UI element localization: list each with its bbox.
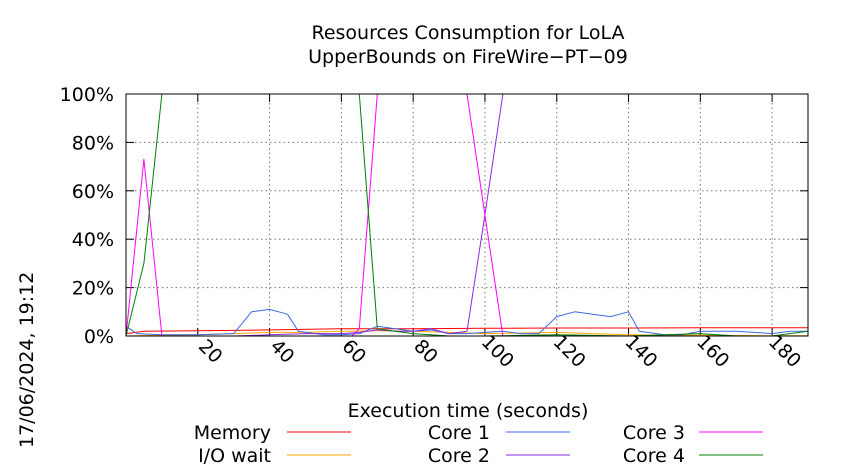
x-tick-label: 140 [620, 331, 661, 372]
legend-label: Core 1 [428, 422, 490, 444]
legend-label: Core 3 [623, 422, 685, 444]
x-tick-label: 20 [194, 335, 227, 368]
x-tick-label: 100 [477, 331, 518, 372]
x-tick-label: 40 [266, 335, 299, 368]
x-tick-label: 180 [764, 331, 805, 372]
legend-label: I/O wait [198, 445, 271, 467]
chart-title: Resources Consumption for LoLA UpperBoun… [308, 22, 628, 68]
chart-title-line-1: Resources Consumption for LoLA [311, 22, 624, 44]
series-line-core-3 [125, 93, 808, 337]
y-tick-label: 40% [72, 229, 114, 251]
series-line-core-4 [125, 93, 809, 337]
legend-item-core-1: Core 1 [428, 422, 570, 444]
series-line-memory [125, 327, 808, 335]
timestamp-label: 17/06/2024, 19:12 [16, 272, 38, 448]
legend-item-memory: Memory [194, 422, 351, 444]
grid [126, 94, 808, 336]
legend-item-core-2: Core 2 [428, 445, 570, 467]
series-lines [125, 93, 809, 337]
legend-label: Memory [194, 422, 271, 444]
x-tick-label: 120 [549, 331, 590, 372]
legend-item-i-o-wait: I/O wait [198, 445, 351, 467]
y-tick-label: 0% [84, 326, 114, 348]
chart-title-line-2: UpperBounds on FireWire−PT−09 [308, 46, 628, 68]
plot-frame [125, 93, 809, 337]
legend-label: Core 4 [623, 445, 685, 467]
x-tick-label: 160 [692, 331, 733, 372]
y-tick-label: 80% [72, 132, 114, 154]
series-line-i-o-wait [125, 330, 808, 337]
legend-label: Core 2 [428, 445, 490, 467]
y-tick-label: 60% [72, 181, 114, 203]
y-tick-label: 20% [72, 278, 114, 300]
x-tick-label: 80 [409, 335, 442, 368]
x-axis-label: Execution time (seconds) [348, 400, 589, 422]
legend-item-core-4: Core 4 [623, 445, 763, 467]
y-tick-label: 100% [60, 84, 114, 106]
series-line-core-2 [126, 93, 808, 337]
legend-item-core-3: Core 3 [623, 422, 763, 444]
series-line-core-1 [125, 308, 808, 336]
x-tick-label: 60 [338, 335, 371, 368]
